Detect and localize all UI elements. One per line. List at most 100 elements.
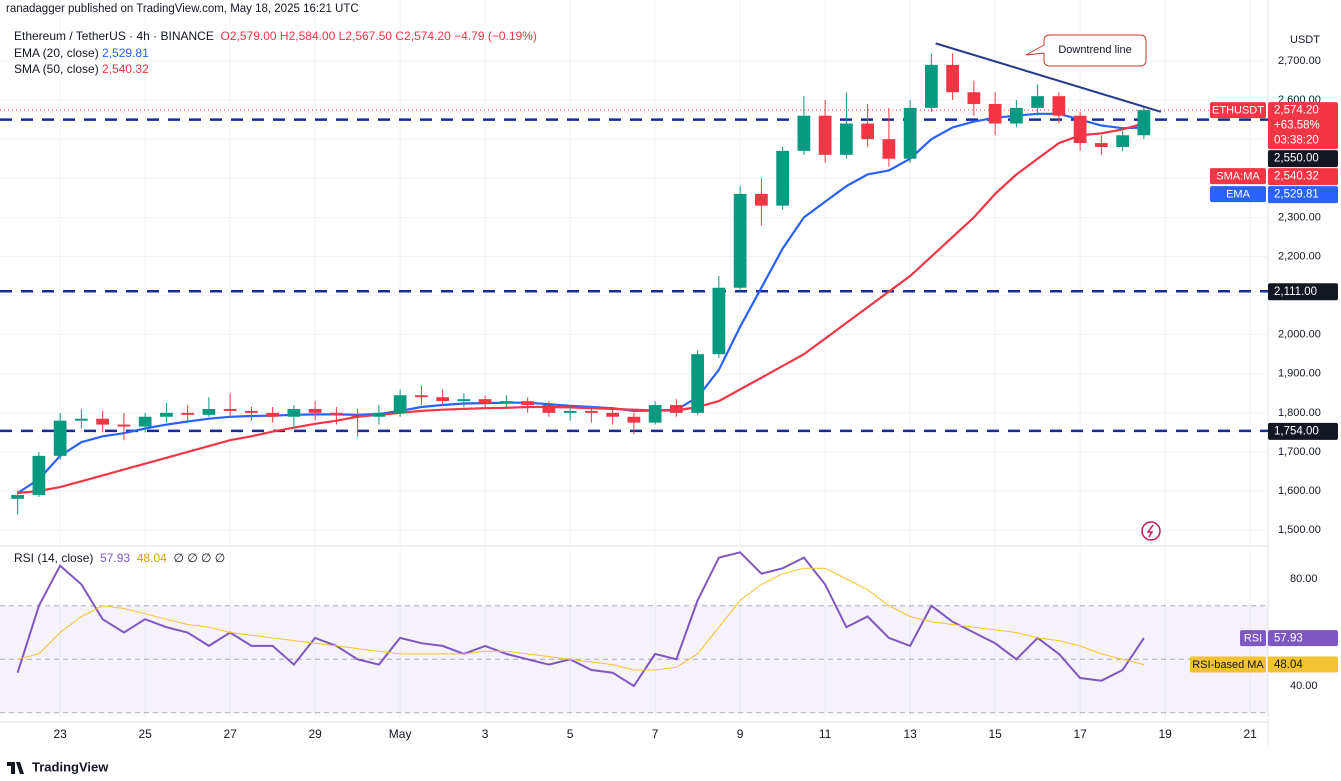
candle-body [223, 408, 237, 411]
indicator-line [17, 122, 1145, 495]
rsi-tag-name [1190, 656, 1266, 673]
price-tag-text: 2,111.00 [1274, 286, 1317, 298]
candle-body [840, 123, 853, 155]
legend-label: SMA (50, close) [14, 62, 99, 76]
candle-body [478, 399, 492, 404]
rsi-line [17, 567, 1145, 671]
flash-icon [1141, 521, 1161, 541]
annotation: Downtrend line [1025, 34, 1147, 67]
price-tag-text: 2,540.32 [1274, 171, 1319, 183]
x-tick-label: 15 [988, 727, 1002, 741]
y-tick-label: 1,500.00 [1278, 524, 1321, 536]
price-tag-name [1210, 186, 1266, 203]
x-tick-label: 29 [308, 727, 322, 741]
candle-body [96, 418, 110, 425]
candle-body [818, 115, 832, 155]
candle-body [330, 412, 343, 415]
trendline [935, 42, 1162, 113]
y-tick-label: 2,700.00 [1278, 55, 1321, 67]
quote: O2,579.00 [220, 29, 277, 43]
x-tick-label: 25 [138, 727, 152, 741]
legend-label: RSI (14, close) [14, 551, 94, 565]
quote: H2,584.00 [279, 29, 336, 43]
legend: Ethereum / TetherUS · 4h · BINANCE O2,57… [14, 29, 537, 79]
candle-body [712, 287, 726, 355]
x-tick-label: 5 [567, 727, 574, 741]
candle-body [436, 397, 450, 402]
candle-body [606, 412, 620, 417]
legend-value: 2,540.32 [102, 62, 149, 76]
price-tag-text: 1,754.00 [1274, 425, 1319, 437]
price-tag [1268, 102, 1338, 150]
x-tick-label: 11 [819, 727, 832, 741]
candle-body [160, 412, 173, 417]
rsi-legend: RSI (14, close) 57.93 48.04 ∅ ∅ ∅ ∅ [14, 551, 225, 565]
quote: −4.79 (−0.19%) [454, 29, 537, 43]
quote: L2,567.50 [338, 29, 393, 43]
candle-body [563, 410, 577, 413]
price-tag-text: 2,574.20 [1274, 105, 1319, 117]
indicator-line [17, 112, 1144, 494]
y-tick-label: 80.00 [1290, 573, 1318, 585]
price-tag-name-text: ETHUSDT [1212, 105, 1264, 117]
legend-ema: EMA (20, close) 2,529.81 [14, 46, 537, 63]
candle-body [755, 193, 768, 206]
y-tick-label: 1,800.00 [1278, 407, 1321, 419]
candle-body [988, 103, 1002, 124]
y-tick-label: 1,900.00 [1278, 368, 1321, 380]
price-tag-text: +63.58% [1274, 120, 1320, 132]
callout-text: Downtrend line [1058, 44, 1131, 56]
candle-body [181, 412, 195, 415]
candle-body [1052, 96, 1066, 116]
candle-body [308, 408, 322, 413]
candle-body [691, 354, 705, 413]
y-tick-label: 1,600.00 [1278, 485, 1321, 497]
candle-body [266, 412, 280, 417]
candle-body [627, 416, 641, 423]
x-tick-label: 17 [1073, 727, 1087, 741]
candle-body [138, 416, 152, 427]
candle-body [351, 414, 365, 417]
price-tag [1268, 283, 1338, 301]
rsi-tag [1268, 630, 1338, 647]
price-tag-name-text: SMA:MA [1216, 171, 1260, 183]
candle-body [1031, 96, 1045, 108]
x-tick-label: 23 [53, 727, 67, 741]
rsi-tag-name-text: RSI-based MA [1192, 659, 1264, 671]
rsi-line [16, 551, 1145, 688]
candle-body [946, 64, 960, 93]
legend-value: 2,529.81 [102, 45, 149, 60]
candle-body [53, 420, 67, 456]
candle-body [1116, 135, 1130, 147]
price-tag [1268, 150, 1338, 168]
candle-body [11, 494, 25, 499]
currency: USDT [1290, 34, 1320, 46]
legend-main: Ethereum / TetherUS · 4h · BINANCE O2,57… [14, 29, 537, 46]
price-tag-name [1210, 168, 1266, 185]
candle-body [1073, 115, 1087, 144]
x-tick-label: 27 [223, 727, 237, 741]
rsi-tag-name [1240, 630, 1266, 647]
candle-body [797, 115, 811, 151]
brand: TradingView [32, 759, 109, 774]
legend-sma: SMA (50, close) 2,540.32 [14, 62, 537, 79]
price-tag-text: 2,529.81 [1274, 189, 1319, 201]
candle-body [903, 107, 917, 159]
brand-logo [7, 762, 24, 774]
candle-body [1095, 143, 1108, 147]
candle-body [1137, 110, 1151, 136]
candle-body [457, 399, 471, 402]
rsi-tag-text: 57.93 [1274, 633, 1303, 645]
legend-label: EMA (20, close) [14, 45, 99, 60]
candle-body [500, 401, 513, 404]
rsi-tag-name-text: RSI [1244, 632, 1262, 644]
x-tick-label: 3 [482, 727, 489, 741]
candle-body [393, 395, 407, 413]
y-tick-label: 2,000.00 [1278, 329, 1321, 341]
candle-body [75, 418, 88, 421]
legend-value: 57.93 [100, 551, 131, 565]
y-tick-label: 2,200.00 [1278, 250, 1321, 262]
x-tick-label: 19 [1158, 727, 1172, 741]
